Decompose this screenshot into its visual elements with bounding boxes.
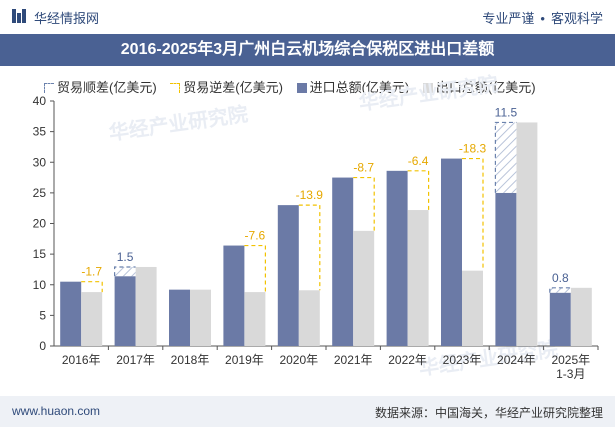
- watermark-text: 华经产业研究院: [417, 337, 559, 380]
- y-tick-label: 0: [39, 339, 46, 353]
- deficit-label: -13.9: [296, 188, 324, 202]
- export-bar: [570, 287, 592, 346]
- brand-name: 华经情报网: [34, 11, 100, 26]
- deficit-label: -7.6: [245, 229, 266, 243]
- surplus-label: 0.8: [552, 271, 569, 285]
- deficit-marker: [407, 170, 430, 211]
- tag-separator: •: [540, 11, 545, 26]
- chart-legend: 贸易顺差(亿美元) 贸易逆差(亿美元) 进口总额(亿美元) 出口总额(亿美元): [44, 77, 546, 96]
- y-tick-label: 30: [33, 155, 47, 169]
- deficit-label: -8.7: [353, 161, 374, 175]
- surplus-marker: [495, 122, 517, 193]
- legend-imports-label: 进口总额(亿美元): [309, 80, 410, 95]
- legend-exports-label: 出口总额(亿美元): [435, 80, 536, 95]
- export-bar: [407, 210, 429, 346]
- export-bar: [135, 266, 157, 346]
- legend-exports: 出口总额(亿美元): [422, 77, 536, 96]
- deficit-marker: [353, 176, 375, 231]
- tag-2: 客观科学: [550, 11, 603, 26]
- top-bar: 华经情报网 专业严谨 • 客观科学: [0, 0, 615, 32]
- deficit-label: -18.3: [459, 142, 487, 156]
- data-labels: -1.7 1.5 -7.6 -13.9 -8.7 -6.4 -18.3 11.5 0.8: [81, 105, 569, 284]
- import-bar: [60, 281, 82, 346]
- deficit-marker: [81, 281, 103, 293]
- x-tick-label: 2023年: [443, 353, 482, 367]
- export-bar: [516, 122, 538, 346]
- surplus-label: 11.5: [495, 105, 518, 119]
- x-tick-label: 2024年: [497, 353, 536, 367]
- import-bar: [114, 276, 136, 346]
- surplus-outline: [549, 287, 571, 293]
- deficit-label: -6.4: [408, 154, 429, 168]
- export-bar: [353, 230, 375, 346]
- deficit-marker: [462, 157, 484, 271]
- import-bar: [549, 292, 571, 346]
- y-tick-label: 35: [33, 125, 47, 139]
- x-tick-label: 2022年: [388, 353, 427, 367]
- legend-deficit-swatch: [170, 83, 181, 93]
- y-tick-label: 15: [33, 247, 47, 261]
- logo-icon: [12, 9, 26, 23]
- surplus-outline: [494, 121, 517, 193]
- import-bar: [223, 245, 245, 346]
- x-tick-label: 1-3月: [556, 367, 585, 381]
- chart-title: 2016-2025年3月广州白云机场综合保税区进出口差额: [120, 41, 495, 58]
- legend-imports-swatch: [296, 83, 307, 93]
- deficit-label: -1.7: [81, 265, 102, 279]
- x-tick-label: 2020年: [279, 353, 318, 367]
- import-bar: [169, 289, 190, 346]
- y-tick-label: 40: [33, 94, 47, 108]
- legend-deficit: 贸易逆差(亿美元): [170, 77, 283, 96]
- footer: www.huaon.com 数据来源：中国海关，华经产业研究院整理: [0, 396, 615, 427]
- x-tick-label: 2016年: [62, 353, 101, 367]
- title-bar: 2016-2025年3月广州白云机场综合保税区进出口差额: [0, 34, 615, 66]
- legend-surplus-label: 贸易顺差(亿美元): [57, 80, 157, 95]
- footer-url: www.huaon.com: [12, 404, 101, 418]
- y-tick-label: 10: [33, 278, 47, 292]
- import-bar: [332, 177, 354, 346]
- y-tick-label: 20: [33, 217, 47, 231]
- export-bar: [190, 289, 211, 346]
- surplus-outline: [114, 266, 136, 277]
- y-tick-label: 5: [39, 308, 46, 322]
- x-tick-label: 2021年: [334, 353, 373, 367]
- x-tick-label: 2017年: [116, 353, 155, 367]
- footer-source: 数据来源：中国海关，华经产业研究院整理: [374, 406, 603, 420]
- tag-1: 专业严谨: [482, 11, 535, 26]
- legend-exports-swatch: [422, 83, 433, 93]
- deficit-marker: [244, 244, 266, 293]
- deficit-marker: [298, 204, 321, 291]
- watermark-text: 华经产业研究院: [357, 72, 499, 115]
- export-bar: [462, 270, 483, 346]
- surplus-marker: [549, 287, 571, 293]
- watermark-text: 华经产业研究院: [107, 102, 249, 145]
- legend-surplus: 贸易顺差(亿美元): [44, 77, 157, 96]
- export-bar: [298, 290, 320, 346]
- import-bar: [386, 170, 408, 346]
- x-tick-label: 2019年: [225, 353, 264, 367]
- export-bar: [244, 292, 266, 346]
- y-tick-label: 25: [33, 186, 47, 200]
- header-tags: 专业严谨 • 客观科学: [482, 8, 603, 27]
- x-tick-label: 2018年: [171, 353, 210, 367]
- surplus-label: 1.5: [117, 250, 134, 264]
- bars: [60, 121, 592, 346]
- export-bar: [81, 292, 103, 346]
- legend-surplus-swatch: [44, 83, 54, 93]
- legend-imports: 进口总额(亿美元): [296, 77, 410, 96]
- x-tick-label: 2025年: [551, 353, 590, 367]
- legend-deficit-label: 贸易逆差(亿美元): [183, 80, 283, 95]
- import-bar: [441, 158, 462, 346]
- surplus-marker: [114, 266, 136, 277]
- import-bar: [495, 192, 517, 346]
- import-bar: [277, 205, 299, 346]
